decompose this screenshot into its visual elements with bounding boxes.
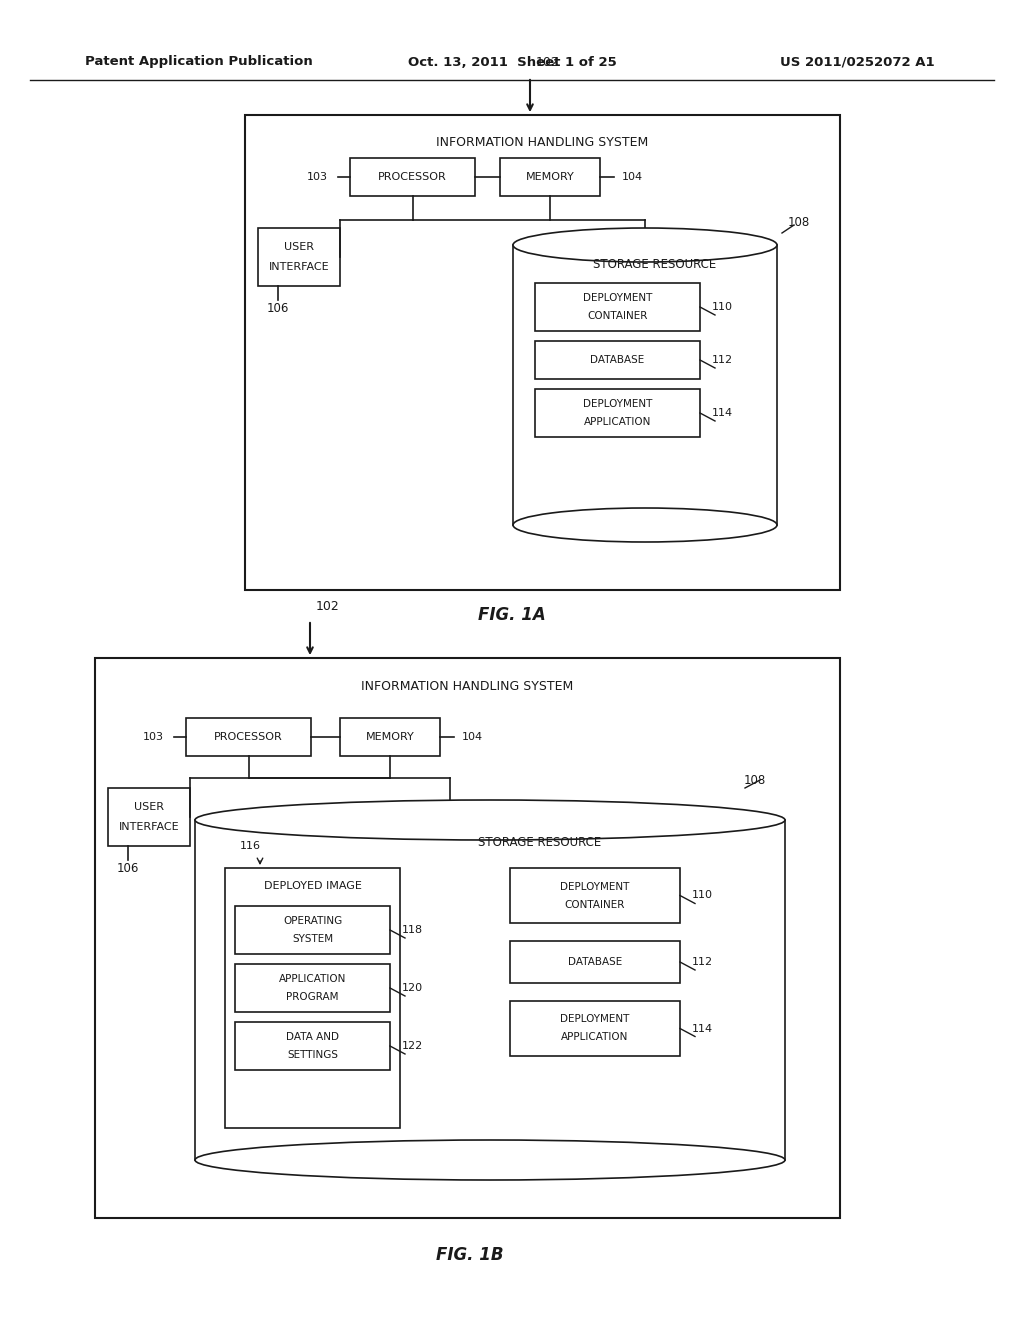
Text: USER: USER: [134, 803, 164, 812]
Text: OPERATING: OPERATING: [283, 916, 342, 927]
Text: DATABASE: DATABASE: [568, 957, 623, 968]
Bar: [535, 341, 700, 379]
Text: 102: 102: [537, 57, 560, 70]
Text: 108: 108: [743, 774, 766, 787]
Text: INFORMATION HANDLING SYSTEM: INFORMATION HANDLING SYSTEM: [436, 136, 648, 149]
Text: CONTAINER: CONTAINER: [565, 899, 626, 909]
Bar: [510, 869, 680, 923]
Text: DEPLOYMENT: DEPLOYMENT: [560, 1015, 630, 1024]
Bar: [535, 389, 700, 437]
Text: 108: 108: [787, 216, 810, 230]
Text: 122: 122: [401, 1041, 423, 1051]
Text: 114: 114: [712, 408, 732, 418]
Text: DATABASE: DATABASE: [591, 355, 645, 366]
Ellipse shape: [195, 1140, 785, 1180]
Text: FIG. 1A: FIG. 1A: [478, 606, 546, 624]
Text: 106: 106: [267, 301, 289, 314]
Bar: [234, 964, 390, 1012]
Text: 118: 118: [401, 925, 423, 935]
Bar: [245, 115, 840, 590]
Bar: [350, 158, 475, 195]
Text: DATA AND: DATA AND: [286, 1032, 339, 1041]
Text: DEPLOYMENT: DEPLOYMENT: [583, 399, 652, 409]
Text: 104: 104: [622, 172, 643, 182]
Text: 102: 102: [316, 599, 340, 612]
Text: 112: 112: [712, 355, 732, 366]
Ellipse shape: [513, 228, 777, 261]
Bar: [510, 941, 680, 983]
Text: 103: 103: [307, 172, 328, 182]
Text: MEMORY: MEMORY: [366, 733, 415, 742]
Bar: [186, 718, 311, 756]
Text: 112: 112: [691, 957, 713, 968]
Text: APPLICATION: APPLICATION: [584, 417, 651, 426]
Text: 110: 110: [712, 302, 732, 312]
Text: 110: 110: [691, 891, 713, 900]
Ellipse shape: [513, 508, 777, 543]
Text: 106: 106: [117, 862, 139, 874]
Bar: [510, 1001, 680, 1056]
Bar: [500, 158, 600, 195]
Text: PROCESSOR: PROCESSOR: [378, 172, 446, 182]
Text: 114: 114: [691, 1023, 713, 1034]
Text: Patent Application Publication: Patent Application Publication: [85, 55, 312, 69]
Text: 103: 103: [143, 733, 164, 742]
Text: APPLICATION: APPLICATION: [561, 1032, 629, 1043]
Text: US 2011/0252072 A1: US 2011/0252072 A1: [780, 55, 935, 69]
Bar: [234, 1022, 390, 1071]
Text: STORAGE RESOURCE: STORAGE RESOURCE: [478, 836, 602, 849]
Text: 120: 120: [401, 983, 423, 993]
Bar: [258, 228, 340, 286]
Text: DEPLOYMENT: DEPLOYMENT: [583, 293, 652, 304]
Text: PROCESSOR: PROCESSOR: [214, 733, 283, 742]
Text: APPLICATION: APPLICATION: [279, 974, 346, 983]
Text: CONTAINER: CONTAINER: [588, 312, 648, 321]
Bar: [513, 246, 777, 525]
Text: INFORMATION HANDLING SYSTEM: INFORMATION HANDLING SYSTEM: [361, 680, 573, 693]
Text: SYSTEM: SYSTEM: [292, 935, 333, 944]
Text: USER: USER: [284, 242, 314, 252]
Bar: [535, 282, 700, 331]
Text: PROGRAM: PROGRAM: [287, 993, 339, 1002]
Bar: [225, 869, 400, 1129]
Bar: [234, 906, 390, 954]
Text: FIG. 1B: FIG. 1B: [436, 1246, 504, 1265]
Text: 116: 116: [240, 841, 260, 851]
Bar: [340, 718, 440, 756]
Text: 104: 104: [462, 733, 483, 742]
Bar: [108, 788, 190, 846]
Text: MEMORY: MEMORY: [525, 172, 574, 182]
Text: SETTINGS: SETTINGS: [287, 1049, 338, 1060]
Text: INTERFACE: INTERFACE: [268, 261, 330, 272]
Ellipse shape: [195, 800, 785, 840]
Text: DEPLOYED IMAGE: DEPLOYED IMAGE: [263, 880, 361, 891]
Text: INTERFACE: INTERFACE: [119, 822, 179, 832]
Bar: [195, 820, 785, 1160]
Text: DEPLOYMENT: DEPLOYMENT: [560, 882, 630, 891]
Bar: [95, 657, 840, 1218]
Text: Oct. 13, 2011  Sheet 1 of 25: Oct. 13, 2011 Sheet 1 of 25: [408, 55, 616, 69]
Text: STORAGE RESOURCE: STORAGE RESOURCE: [593, 259, 717, 272]
